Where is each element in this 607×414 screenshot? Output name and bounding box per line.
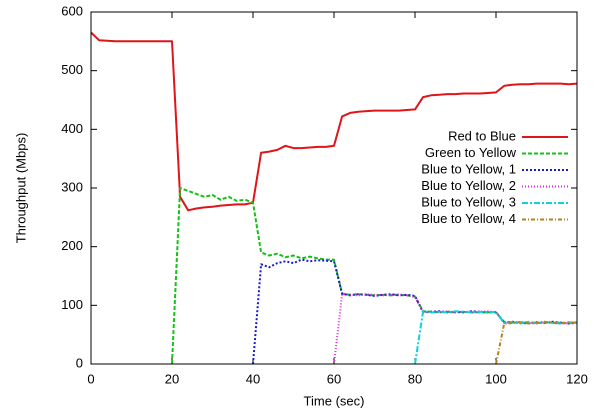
legend-label: Blue to Yellow, 3 (421, 194, 516, 209)
x-tick-label: 60 (327, 371, 341, 386)
series-line (171, 187, 578, 365)
series-line (333, 293, 578, 365)
legend-label: Blue to Yellow, 1 (421, 161, 516, 176)
x-tick-label: 20 (165, 371, 179, 386)
legend-label: Blue to Yellow, 4 (421, 211, 516, 226)
series-line (252, 258, 578, 365)
x-tick-label: 0 (87, 371, 94, 386)
y-axis-label: Throughput (Mbps) (13, 133, 28, 244)
y-tick-label: 600 (61, 3, 83, 18)
y-tick-label: 200 (61, 238, 83, 253)
x-tick-label: 80 (408, 371, 422, 386)
legend-label: Green to Yellow (425, 145, 517, 160)
x-tick-label: 40 (246, 371, 260, 386)
legend-label: Blue to Yellow, 2 (421, 178, 516, 193)
y-tick-label: 0 (76, 355, 83, 370)
y-tick-label: 100 (61, 297, 83, 312)
y-tick-label: 300 (61, 179, 83, 194)
y-tick-label: 500 (61, 62, 83, 77)
x-tick-label: 120 (566, 371, 588, 386)
series-line (414, 310, 578, 365)
x-axis-label: Time (sec) (304, 393, 365, 408)
y-tick-label: 400 (61, 121, 83, 136)
legend-label: Red to Blue (448, 128, 516, 143)
series-line (495, 320, 578, 365)
series-line (90, 31, 578, 212)
x-tick-label: 100 (485, 371, 507, 386)
plot-frame (90, 11, 578, 365)
